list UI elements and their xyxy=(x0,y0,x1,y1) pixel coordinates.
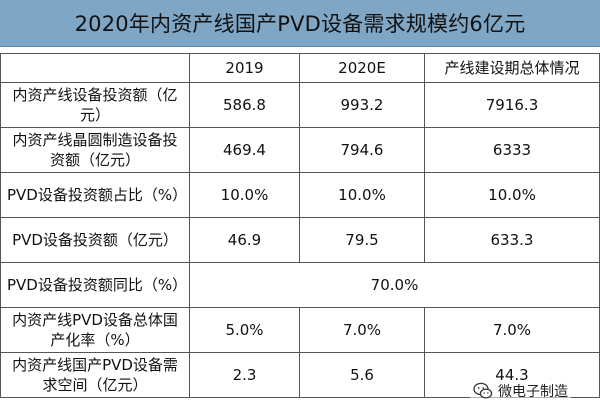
row-label: 内资产线PVD设备总体国产化率（%） xyxy=(0,307,190,353)
cell-value: 633.3 xyxy=(424,217,600,263)
table-row: PVD设备投资额（亿元） 46.9 79.5 633.3 xyxy=(0,217,600,263)
table-row: 内资产线PVD设备总体国产化率（%） 5.0% 7.0% 7.0% xyxy=(0,307,600,353)
row-label: 内资产线国产PVD设备需求空间（亿元） xyxy=(0,352,190,398)
cell-value: 469.4 xyxy=(189,127,300,173)
header-cell-empty xyxy=(0,53,190,83)
cell-value: 10.0% xyxy=(424,172,600,218)
cell-value: 7916.3 xyxy=(424,82,600,128)
table-row: PVD设备投资额同比（%） 70.0% xyxy=(0,262,600,308)
cell-value: 993.2 xyxy=(299,82,425,128)
merged-cell-value: 70.0% xyxy=(189,262,600,308)
cell-value: 7.0% xyxy=(424,307,600,353)
wechat-icon xyxy=(473,382,493,399)
cell-value: 6333 xyxy=(424,127,600,173)
row-label: PVD设备投资额同比（%） xyxy=(0,262,190,308)
table-title: 2020年内资产线国产PVD设备需求规模约6亿元 xyxy=(0,0,600,47)
cell-value: 586.8 xyxy=(189,82,300,128)
header-cell-2020e: 2020E xyxy=(299,53,425,83)
row-label: PVD设备投资额占比（%） xyxy=(0,172,190,218)
table-row: 内资产线晶圆制造设备投资额（亿元） 469.4 794.6 6333 xyxy=(0,127,600,173)
cell-value: 10.0% xyxy=(189,172,300,218)
cell-value: 2.3 xyxy=(189,352,300,398)
cell-value: 794.6 xyxy=(299,127,425,173)
watermark-text: 微电子制造 xyxy=(498,384,568,400)
watermark: 微电子制造 xyxy=(470,380,571,402)
data-table: 2019 2020E 产线建设期总体情况 内资产线设备投资额（亿元） 586.8… xyxy=(0,53,600,398)
header-row: 2019 2020E 产线建设期总体情况 xyxy=(0,53,600,83)
table-row: 内资产线设备投资额（亿元） 586.8 993.2 7916.3 xyxy=(0,82,600,128)
cell-value: 46.9 xyxy=(189,217,300,263)
header-cell-2019: 2019 xyxy=(189,53,300,83)
row-label: 内资产线设备投资额（亿元） xyxy=(0,82,190,128)
cell-value: 5.6 xyxy=(299,352,425,398)
table-row: PVD设备投资额占比（%） 10.0% 10.0% 10.0% xyxy=(0,172,600,218)
row-label: PVD设备投资额（亿元） xyxy=(0,217,190,263)
cell-value: 7.0% xyxy=(299,307,425,353)
row-label: 内资产线晶圆制造设备投资额（亿元） xyxy=(0,127,190,173)
cell-value: 79.5 xyxy=(299,217,425,263)
cell-value: 5.0% xyxy=(189,307,300,353)
cell-value: 10.0% xyxy=(299,172,425,218)
header-cell-total: 产线建设期总体情况 xyxy=(424,53,600,83)
